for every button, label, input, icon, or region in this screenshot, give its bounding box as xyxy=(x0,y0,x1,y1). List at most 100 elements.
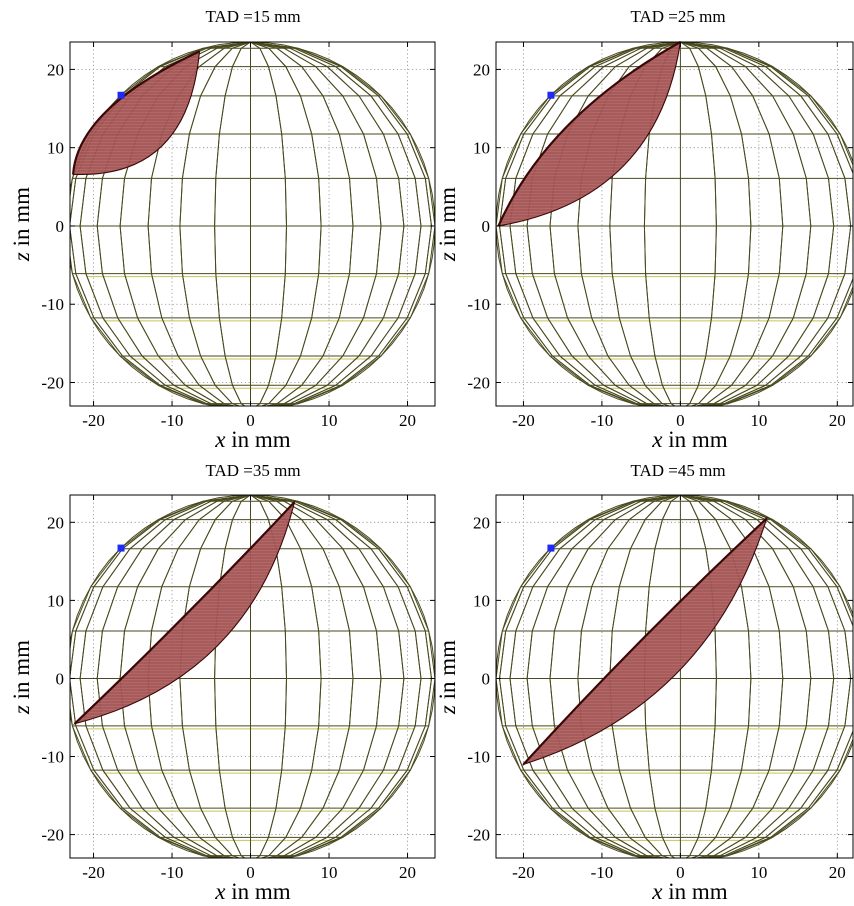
panel-title: TAD =15 mm xyxy=(205,7,300,26)
longitude-line xyxy=(214,42,287,406)
panel-tad-35: TAD =35 mm -20 -10 0 10 20 -20 -10 0 10 20 x in m… xyxy=(9,461,436,904)
longitude-line xyxy=(70,42,432,406)
longitude-line xyxy=(549,42,812,406)
longitude-line xyxy=(96,495,405,858)
panel-tad-25: TAD =25 mm -20 -10 0 10 20 -20 -10 0 10 20 x in m… xyxy=(435,7,854,452)
x-tick-label: -10 xyxy=(591,411,614,430)
x-tick-label: -10 xyxy=(591,863,614,882)
marker-point xyxy=(117,544,125,552)
x-axis-label: x in mm xyxy=(651,879,727,904)
sphere-outline xyxy=(496,495,853,858)
longitude-line xyxy=(509,42,852,406)
z-tick-label: 0 xyxy=(56,217,65,236)
longitude-line xyxy=(70,495,432,858)
ablation-surface xyxy=(521,516,768,766)
x-tick-label: -10 xyxy=(161,863,184,882)
panel-title: TAD =45 mm xyxy=(630,461,725,480)
plot-area: -20 -10 0 10 20 -20 -10 0 10 20 xyxy=(467,494,854,882)
z-tick-label: 0 xyxy=(56,669,65,688)
z-axis-label: z in mm xyxy=(9,187,34,262)
z-tick-label: 20 xyxy=(47,513,64,532)
panel-tad-45: TAD =45 mm -20 -10 0 10 20 -20 -10 0 10 20 x in m… xyxy=(435,461,854,904)
plot-area: -20 -10 0 10 20 -20 -10 0 10 20 xyxy=(41,494,436,882)
longitude-line xyxy=(609,42,752,406)
x-tick-label: 20 xyxy=(829,411,846,430)
longitude-line xyxy=(179,42,322,406)
z-tick-label: 10 xyxy=(47,591,64,610)
longitude-line xyxy=(643,42,717,406)
sphere-wireframe xyxy=(496,42,853,406)
z-tick-label: -10 xyxy=(41,748,64,767)
longitude-line xyxy=(577,42,784,406)
ablation-surface xyxy=(72,500,296,725)
surface-upper-edge xyxy=(72,50,200,175)
marker-point xyxy=(547,544,555,552)
z-axis-label: z in mm xyxy=(9,640,34,715)
longitude-line xyxy=(526,42,835,406)
ticks xyxy=(496,495,853,858)
z-axis-label: z in mm xyxy=(435,640,460,715)
z-tick-label: 10 xyxy=(473,139,490,158)
longitude-line xyxy=(549,495,812,858)
z-tick-label: -20 xyxy=(467,826,490,845)
z-tick-label: -10 xyxy=(41,295,64,314)
x-tick-label: 10 xyxy=(750,411,767,430)
longitude-line xyxy=(96,42,405,406)
x-tick-label: 20 xyxy=(399,863,416,882)
panel-title: TAD =25 mm xyxy=(630,7,725,26)
z-tick-label: 0 xyxy=(482,217,491,236)
x-tick-label: 10 xyxy=(321,863,338,882)
z-tick-label: 10 xyxy=(473,591,490,610)
x-tick-label: 20 xyxy=(399,411,416,430)
x-tick-label: -10 xyxy=(161,411,184,430)
longitude-line xyxy=(214,495,287,858)
sphere-outline xyxy=(70,42,435,406)
x-tick-label: -20 xyxy=(82,411,105,430)
z-tick-label: -20 xyxy=(467,374,490,393)
surface-upper-edge xyxy=(73,501,296,725)
z-tick-label: -20 xyxy=(41,374,64,393)
ablation-surface xyxy=(72,50,201,175)
x-tick-label: 0 xyxy=(246,411,255,430)
z-tick-label: 20 xyxy=(47,60,64,79)
longitude-line xyxy=(147,42,354,406)
z-tick-label: 10 xyxy=(47,139,64,158)
x-axis-label: x in mm xyxy=(214,427,290,452)
sphere-outline xyxy=(70,495,435,858)
panel-tad-15: TAD =15 mm -20 -10 0 10 20 -20 -10 0 10 20 x in m… xyxy=(9,7,436,452)
surface-upper-edge xyxy=(522,517,768,766)
plot-area: -20 -10 0 10 20 -20 -10 0 10 20 xyxy=(41,41,436,430)
x-tick-label: 10 xyxy=(750,863,767,882)
x-tick-label: 10 xyxy=(321,411,338,430)
plot-area: -20 -10 0 10 20 -20 -10 0 10 20 xyxy=(467,40,854,430)
longitude-line xyxy=(577,495,784,858)
longitude-line xyxy=(79,42,422,406)
panel-title: TAD =35 mm xyxy=(205,461,300,480)
ticks xyxy=(496,42,853,406)
x-tick-label: 0 xyxy=(246,863,255,882)
x-tick-label: 0 xyxy=(676,411,685,430)
axes-box xyxy=(495,494,854,859)
z-tick-label: 20 xyxy=(473,513,490,532)
x-tick-label: 20 xyxy=(829,863,846,882)
x-tick-label: 0 xyxy=(676,863,685,882)
marker-point xyxy=(117,91,125,99)
longitude-line xyxy=(79,495,422,858)
axes-box xyxy=(495,41,854,407)
surface-upper-edge xyxy=(497,41,681,227)
z-tick-label: 20 xyxy=(473,60,490,79)
z-tick-label: -10 xyxy=(467,748,490,767)
x-tick-label: -20 xyxy=(512,411,535,430)
z-tick-label: -20 xyxy=(41,826,64,845)
x-axis-label: x in mm xyxy=(214,879,290,904)
x-tick-label: -20 xyxy=(512,863,535,882)
x-tick-label: -20 xyxy=(82,863,105,882)
z-tick-label: 0 xyxy=(482,669,491,688)
ticks xyxy=(70,42,435,406)
longitude-line xyxy=(119,42,382,406)
z-tick-label: -10 xyxy=(467,295,490,314)
ticks xyxy=(70,495,435,858)
axes-box xyxy=(69,41,436,407)
marker-point xyxy=(547,91,555,99)
